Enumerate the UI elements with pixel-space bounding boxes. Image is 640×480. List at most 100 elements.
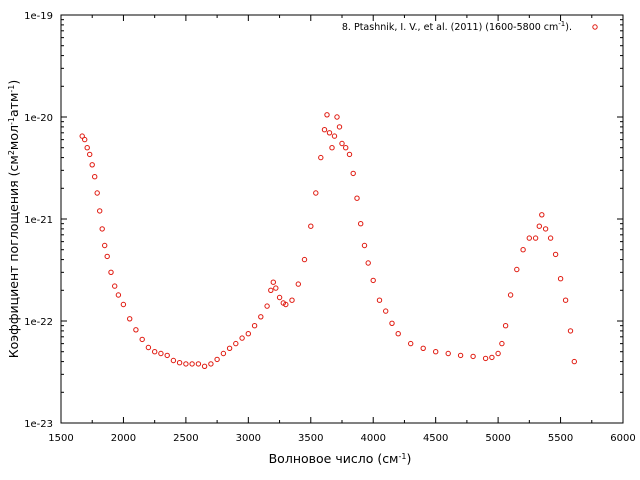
data-point	[189, 361, 195, 367]
data-point	[339, 140, 345, 147]
data-point	[395, 331, 401, 337]
data-point	[276, 294, 283, 301]
data-point	[370, 277, 376, 284]
data-point	[258, 314, 264, 320]
data-point	[233, 340, 239, 347]
data-point	[108, 269, 114, 275]
x-tick-label: 5500	[548, 433, 573, 444]
data-point	[220, 350, 227, 357]
x-tick-label: 6000	[610, 433, 635, 444]
data-point	[321, 127, 328, 133]
data-point	[562, 297, 569, 303]
data-point	[495, 350, 501, 357]
data-point	[94, 190, 100, 196]
data-point	[489, 354, 495, 361]
data-point	[329, 145, 335, 151]
data-point	[433, 349, 439, 355]
data-point	[499, 340, 505, 347]
data-point	[520, 247, 526, 253]
y-tick-label: 1e-22	[24, 317, 53, 328]
data-point	[104, 253, 110, 260]
data-point	[158, 350, 164, 357]
x-tick-label: 4000	[360, 433, 385, 444]
data-point	[343, 145, 349, 151]
data-point	[301, 256, 308, 263]
data-point	[502, 323, 509, 329]
data-point	[350, 170, 356, 177]
data-point	[567, 328, 574, 334]
data-point	[361, 242, 368, 249]
data-point	[470, 353, 476, 360]
data-point	[358, 221, 364, 227]
data-point	[526, 235, 532, 241]
y-tick-label: 1e-23	[24, 419, 53, 430]
data-point	[170, 357, 177, 364]
data-point	[346, 151, 353, 158]
data-point	[408, 340, 414, 347]
data-point	[270, 279, 276, 285]
data-point	[365, 260, 371, 266]
plot-frame	[60, 14, 624, 424]
y-tick-label: 1e-19	[24, 11, 53, 22]
data-point	[245, 331, 252, 337]
data-point	[389, 320, 395, 326]
data-point	[336, 124, 343, 130]
data-point	[133, 327, 139, 333]
data-point	[112, 283, 118, 289]
data-point	[208, 361, 214, 367]
data-point	[239, 335, 245, 341]
data-point	[420, 345, 426, 351]
data-point	[383, 308, 389, 314]
data-point	[313, 190, 319, 196]
data-point	[289, 297, 295, 303]
data-point	[214, 356, 220, 363]
data-point	[539, 212, 545, 218]
x-tick-label: 3000	[236, 433, 261, 444]
data-point	[552, 251, 559, 258]
data-point	[89, 162, 95, 168]
data-point	[354, 195, 360, 201]
y-axis-title: Коэффициент поглощения (см2мол-1атм-1)	[6, 80, 21, 359]
data-point	[324, 112, 330, 118]
data-point	[457, 352, 464, 359]
data-point	[532, 235, 539, 241]
data-point	[164, 352, 170, 359]
data-point	[152, 349, 158, 355]
data-point	[79, 133, 85, 139]
data-point	[84, 145, 90, 151]
data-point	[542, 226, 549, 232]
data-point	[92, 174, 98, 180]
data-point	[251, 323, 258, 329]
x-axis-title: Волновое число (см-1)	[269, 451, 412, 466]
data-point	[195, 361, 202, 367]
data-point	[97, 208, 103, 214]
legend-label: 8. Ptashnik, I. V., et al. (2011) (1600-…	[342, 20, 572, 33]
x-tick-label: 4500	[423, 433, 448, 444]
data-point	[308, 223, 314, 229]
data-point	[445, 350, 451, 357]
data-point	[326, 130, 333, 136]
data-point	[176, 360, 183, 366]
legend-marker	[592, 24, 598, 30]
x-tick-label: 2500	[173, 433, 198, 444]
x-tick-label: 2000	[111, 433, 136, 444]
data-point	[557, 276, 564, 282]
legend: 8. Ptashnik, I. V., et al. (2011) (1600-…	[342, 20, 598, 33]
data-point	[139, 336, 145, 343]
data-point	[482, 355, 489, 362]
data-point	[571, 358, 577, 365]
data-point	[115, 292, 122, 298]
data-point	[273, 285, 279, 291]
data-point	[145, 344, 152, 351]
data-point	[102, 242, 108, 249]
data-point	[82, 136, 88, 143]
data-point	[120, 301, 127, 308]
data-point	[507, 292, 514, 298]
data-point	[295, 281, 301, 287]
data-point	[87, 151, 93, 158]
x-tick-label: 1500	[48, 433, 73, 444]
data-point	[183, 361, 189, 367]
y-tick-label: 1e-21	[24, 215, 53, 226]
y-tick-label: 1e-20	[24, 113, 53, 124]
